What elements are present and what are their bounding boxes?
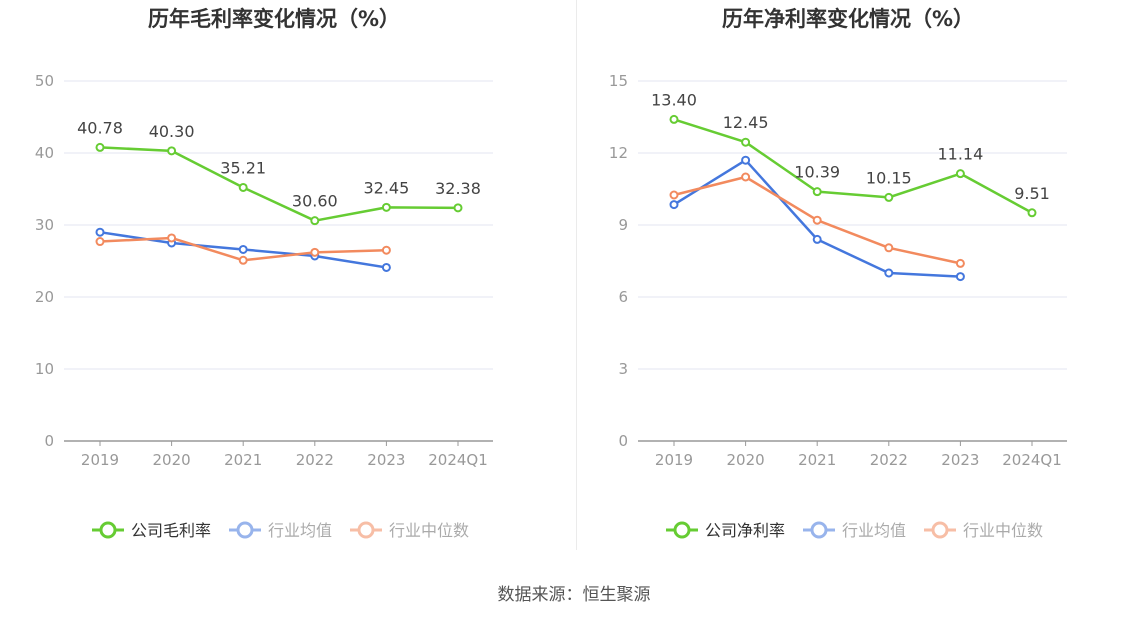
net-margin-chart: 历年净利率变化情况（%） 0 3 6 9 12 15 2019 2020 2021 2022 2023…: [609, 7, 1067, 540]
x-tick-label: 2020: [727, 451, 765, 469]
legend-item-industry_median[interactable]: 行业中位数: [924, 521, 1043, 540]
data-point-industry_median: [812, 215, 822, 225]
y-tick-label: 20: [35, 288, 54, 306]
legend-label: 行业中位数: [963, 521, 1043, 540]
data-point-company: [1027, 208, 1037, 218]
legend-item-company[interactable]: 公司净利率: [666, 521, 785, 540]
data-point-industry_avg: [381, 262, 391, 272]
data-point-industry_avg: [669, 200, 679, 210]
gross-margin-chart: 历年毛利率变化情况（%） 0 10 20 30 40 50 2019 2020 2021 2022 2…: [35, 7, 493, 540]
data-point-industry_avg: [741, 155, 751, 165]
data-point-company: [741, 137, 751, 147]
legend-marker-icon: [810, 521, 828, 539]
legend-label: 行业均值: [842, 521, 906, 540]
chart-title: 历年毛利率变化情况（%）: [148, 7, 400, 31]
legend-label: 行业均值: [268, 521, 332, 540]
y-tick-label: 15: [609, 72, 628, 90]
x-tick-label: 2023: [367, 451, 405, 469]
panel-divider: [576, 0, 577, 550]
data-point-industry_avg: [238, 244, 248, 254]
y-tick-label: 50: [35, 72, 54, 90]
legend-item-industry_median[interactable]: 行业中位数: [350, 521, 469, 540]
y-tick-label: 12: [609, 144, 628, 162]
data-point-industry_avg: [812, 234, 822, 244]
net-margin-panel: 历年净利率变化情况（%） 0 3 6 9 12 15 2019 2020 2021 2022 2023…: [574, 0, 1148, 560]
legend-label: 公司净利率: [705, 521, 785, 540]
data-point-industry_median: [381, 245, 391, 255]
legend-item-company[interactable]: 公司毛利率: [92, 521, 211, 540]
y-tick-label: 10: [35, 360, 54, 378]
y-tick-label: 0: [618, 432, 628, 450]
x-tick-label: 2024Q1: [428, 451, 488, 469]
data-point-company: [955, 169, 965, 179]
gross-margin-panel: 历年毛利率变化情况（%） 0 10 20 30 40 50 2019 2020 2021 2022 2…: [0, 0, 574, 560]
data-point-company: [95, 142, 105, 152]
legend-label: 行业中位数: [389, 521, 469, 540]
data-point-industry_median: [741, 172, 751, 182]
data-point-company: [238, 182, 248, 192]
data-label: 30.60: [292, 192, 338, 211]
data-point-company: [167, 146, 177, 156]
series-line-company: [673, 118, 1033, 214]
data-source-note: 数据来源：恒生聚源: [497, 585, 651, 605]
data-point-company: [310, 216, 320, 226]
data-label: 32.45: [363, 178, 409, 197]
data-point-industry_median: [669, 190, 679, 200]
data-label: 10.15: [866, 168, 912, 187]
x-tick-label: 2021: [224, 451, 262, 469]
data-point-industry_median: [95, 237, 105, 247]
data-point-company: [884, 192, 894, 202]
series-line-company: [99, 146, 459, 222]
legend-marker-icon: [673, 521, 691, 539]
data-label: 32.38: [435, 179, 481, 198]
data-label: 10.39: [794, 163, 840, 182]
data-label: 11.14: [937, 145, 983, 164]
y-tick-label: 6: [618, 288, 628, 306]
legend-label: 公司毛利率: [131, 521, 211, 540]
x-tick-label: 2023: [941, 451, 979, 469]
x-tick-label: 2020: [153, 451, 191, 469]
y-tick-label: 30: [35, 216, 54, 234]
x-tick-label: 2019: [655, 451, 693, 469]
data-label: 12.45: [723, 113, 769, 132]
data-point-industry_avg: [955, 272, 965, 282]
data-point-company: [381, 202, 391, 212]
legend-item-industry_avg[interactable]: 行业均值: [803, 521, 906, 540]
x-tick-label: 2022: [296, 451, 334, 469]
data-label: 9.51: [1014, 184, 1050, 203]
data-point-company: [453, 203, 463, 213]
y-tick-label: 3: [618, 360, 628, 378]
chart-title: 历年净利率变化情况（%）: [722, 7, 974, 31]
legend-marker-icon: [236, 521, 254, 539]
data-label: 40.30: [149, 122, 195, 141]
x-tick-label: 2021: [798, 451, 836, 469]
y-tick-label: 9: [618, 216, 628, 234]
x-tick-label: 2024Q1: [1002, 451, 1062, 469]
x-tick-label: 2022: [870, 451, 908, 469]
data-point-industry_median: [310, 247, 320, 257]
legend-marker-icon: [931, 521, 949, 539]
data-point-industry_avg: [95, 227, 105, 237]
data-label: 40.78: [77, 118, 123, 137]
data-point-industry_median: [955, 258, 965, 268]
x-tick-label: 2019: [81, 451, 119, 469]
data-label: 13.40: [651, 90, 697, 109]
legend-item-industry_avg[interactable]: 行业均值: [229, 521, 332, 540]
data-point-industry_avg: [884, 268, 894, 278]
data-point-company: [669, 114, 679, 124]
data-point-industry_median: [167, 233, 177, 243]
data-point-company: [812, 187, 822, 197]
data-point-industry_median: [884, 243, 894, 253]
data-point-industry_median: [238, 255, 248, 265]
y-tick-label: 0: [44, 432, 54, 450]
legend-marker-icon: [99, 521, 117, 539]
legend-marker-icon: [357, 521, 375, 539]
data-label: 35.21: [220, 158, 266, 177]
y-tick-label: 40: [35, 144, 54, 162]
